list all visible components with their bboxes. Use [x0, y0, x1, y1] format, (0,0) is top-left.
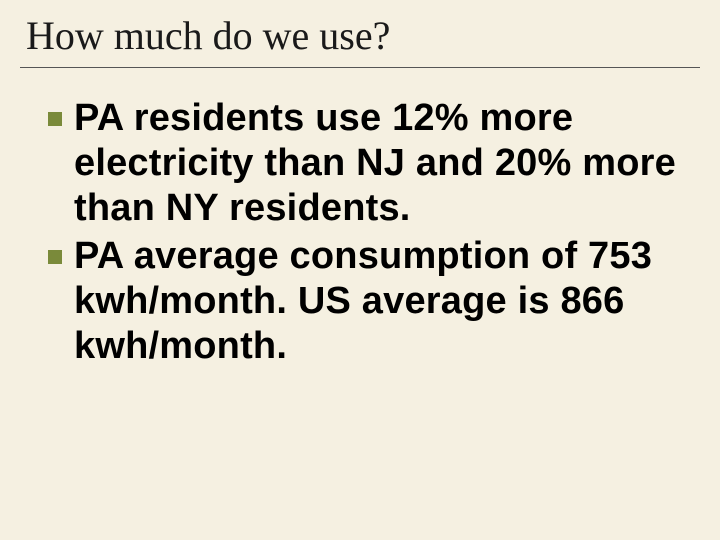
- bullet-marker-icon: [48, 250, 62, 264]
- bullet-item: PA average consumption of 753 kwh/month.…: [48, 234, 680, 368]
- slide-container: How much do we use? PA residents use 12%…: [0, 0, 720, 540]
- slide-title: How much do we use?: [20, 12, 700, 68]
- bullet-marker-icon: [48, 112, 62, 126]
- slide-content: PA residents use 12% more electricity th…: [20, 96, 700, 369]
- bullet-text: PA residents use 12% more electricity th…: [74, 96, 680, 230]
- bullet-item: PA residents use 12% more electricity th…: [48, 96, 680, 230]
- bullet-text: PA average consumption of 753 kwh/month.…: [74, 234, 680, 368]
